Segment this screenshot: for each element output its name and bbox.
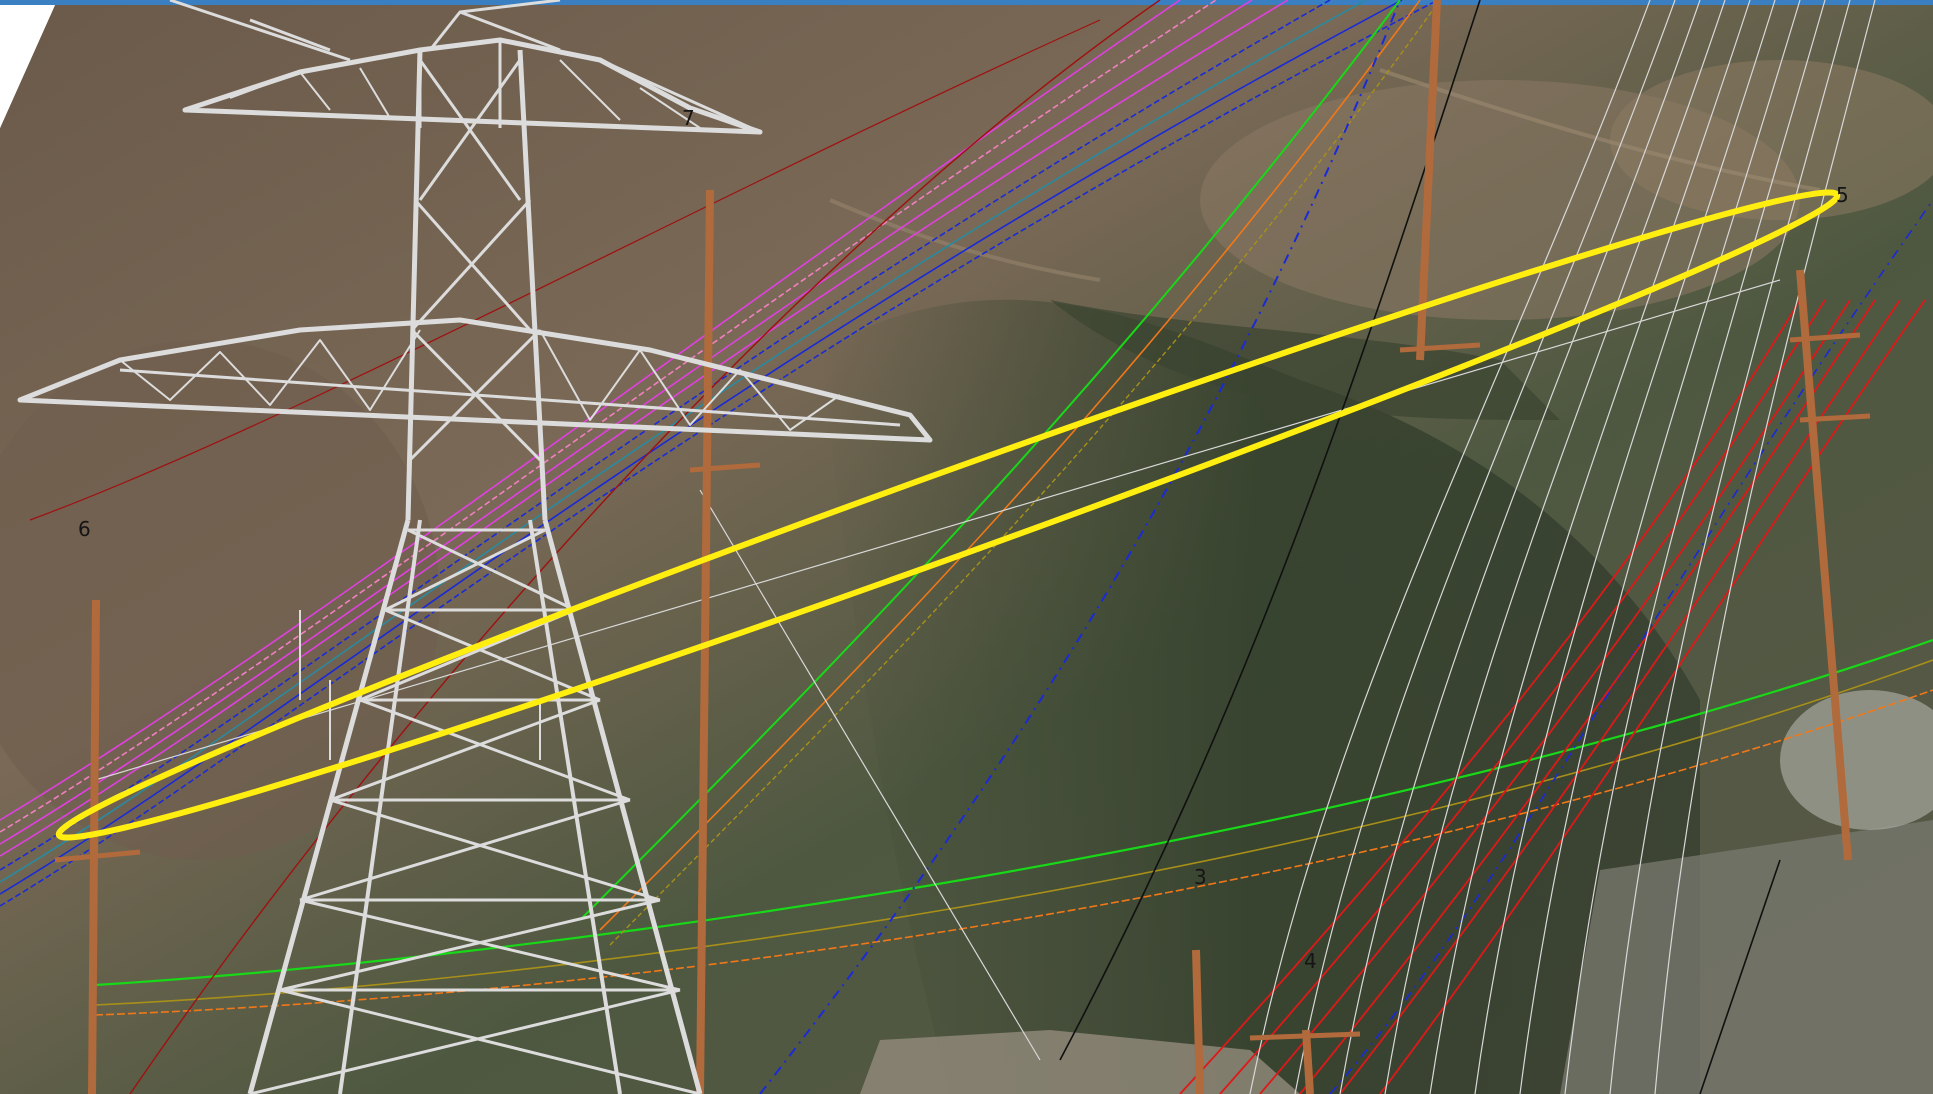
structure-label-4: 4	[1304, 949, 1317, 973]
conductor-red-4	[1339, 299, 1901, 1094]
conductor-white-1	[1294, 0, 1676, 1094]
conductor-upper-2	[0, 0, 1253, 845]
conductor-red-3	[1299, 299, 1876, 1094]
wood-pole-top[interactable]	[1416, 0, 1441, 361]
wood-pole-5-crossarm-1	[1799, 413, 1871, 423]
wood-pole-top-crossarm-0	[1399, 342, 1481, 353]
structure-label-6: 6	[78, 517, 91, 541]
guy-wire-1	[699, 489, 1041, 1061]
conductor-upper-1	[0, 0, 1217, 833]
conductor-darkred-1	[129, 0, 1161, 1094]
structure-label-3: 3	[1194, 865, 1207, 889]
conductor-white-3	[1384, 0, 1726, 1094]
wood-pole-3[interactable]	[1192, 949, 1204, 1094]
conductor-green-rise	[579, 0, 1401, 921]
conductor-white-8	[1609, 0, 1851, 1094]
structure-label-5: 5	[1836, 183, 1849, 207]
wood-pole-5-crossarm-0	[1789, 332, 1861, 343]
wood-pole-7[interactable]	[696, 189, 714, 1094]
structure-labels: 7 5 6 3 4	[78, 106, 1849, 973]
conductor-white-2	[1339, 0, 1701, 1094]
span-highlight-ellipse	[55, 189, 1841, 841]
top-frame-bar	[0, 0, 1933, 5]
conductor-blue-dashdot	[759, 0, 1401, 1094]
conductor-white-0	[1249, 0, 1651, 1094]
wood-pole-4[interactable]	[1302, 1029, 1314, 1094]
conductor-black-2	[1699, 859, 1781, 1094]
conductor-white-9	[1654, 0, 1876, 1094]
structure-label-7: 7	[682, 106, 695, 130]
wood-pole-4-crossarm-0	[1249, 1031, 1361, 1041]
conductor-upper-7	[0, 0, 1439, 907]
conductor-black-1	[1059, 0, 1481, 1061]
conductor-orange-low	[94, 689, 1933, 1016]
conductor-white-5	[1474, 0, 1776, 1094]
wood-pole-5[interactable]	[1796, 269, 1852, 861]
wood-poles	[54, 0, 1871, 1094]
conductor-upper-6	[0, 0, 1403, 895]
conductor-red-0	[1179, 299, 1801, 1094]
conductor-darkred-2	[29, 19, 1101, 521]
wood-pole-6-crossarm-0	[54, 849, 141, 863]
wood-pole-7-crossarm-0	[689, 462, 761, 473]
lattice-tower[interactable]	[17, 0, 933, 1094]
conductor-red-5	[1379, 299, 1926, 1094]
conductor-white-7	[1564, 0, 1826, 1094]
conductor-white-4	[1429, 0, 1751, 1094]
wood-pole-6[interactable]	[88, 599, 100, 1094]
conductor-white-6	[1519, 0, 1801, 1094]
highlighted-span-wire	[94, 279, 1781, 781]
terrain-surface	[0, 5, 1933, 1094]
conductor-red-1	[1219, 299, 1826, 1094]
conductor-red-2	[1259, 299, 1851, 1094]
